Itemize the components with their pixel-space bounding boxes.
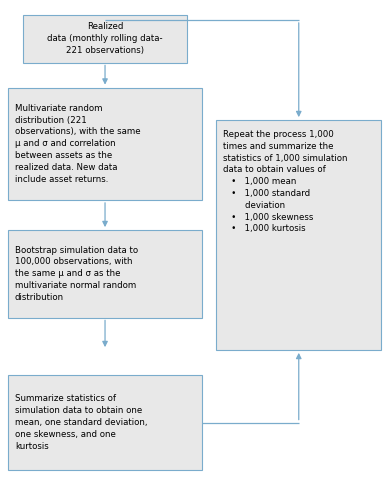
FancyBboxPatch shape	[23, 15, 187, 62]
Text: Repeat the process 1,000
times and summarize the
statistics of 1,000 simulation
: Repeat the process 1,000 times and summa…	[223, 130, 347, 234]
FancyBboxPatch shape	[216, 120, 381, 350]
FancyBboxPatch shape	[8, 88, 202, 200]
Text: Summarize statistics of
simulation data to obtain one
mean, one standard deviati: Summarize statistics of simulation data …	[15, 394, 147, 450]
Text: Multivariate random
distribution (221
observations), with the same
μ and σ and c: Multivariate random distribution (221 ob…	[15, 104, 140, 184]
FancyBboxPatch shape	[8, 375, 202, 470]
FancyBboxPatch shape	[8, 230, 202, 318]
Text: Bootstrap simulation data to
100,000 observations, with
the same μ and σ as the
: Bootstrap simulation data to 100,000 obs…	[15, 246, 138, 302]
Text: Realized
data (monthly rolling data-
221 observations): Realized data (monthly rolling data- 221…	[47, 22, 163, 55]
